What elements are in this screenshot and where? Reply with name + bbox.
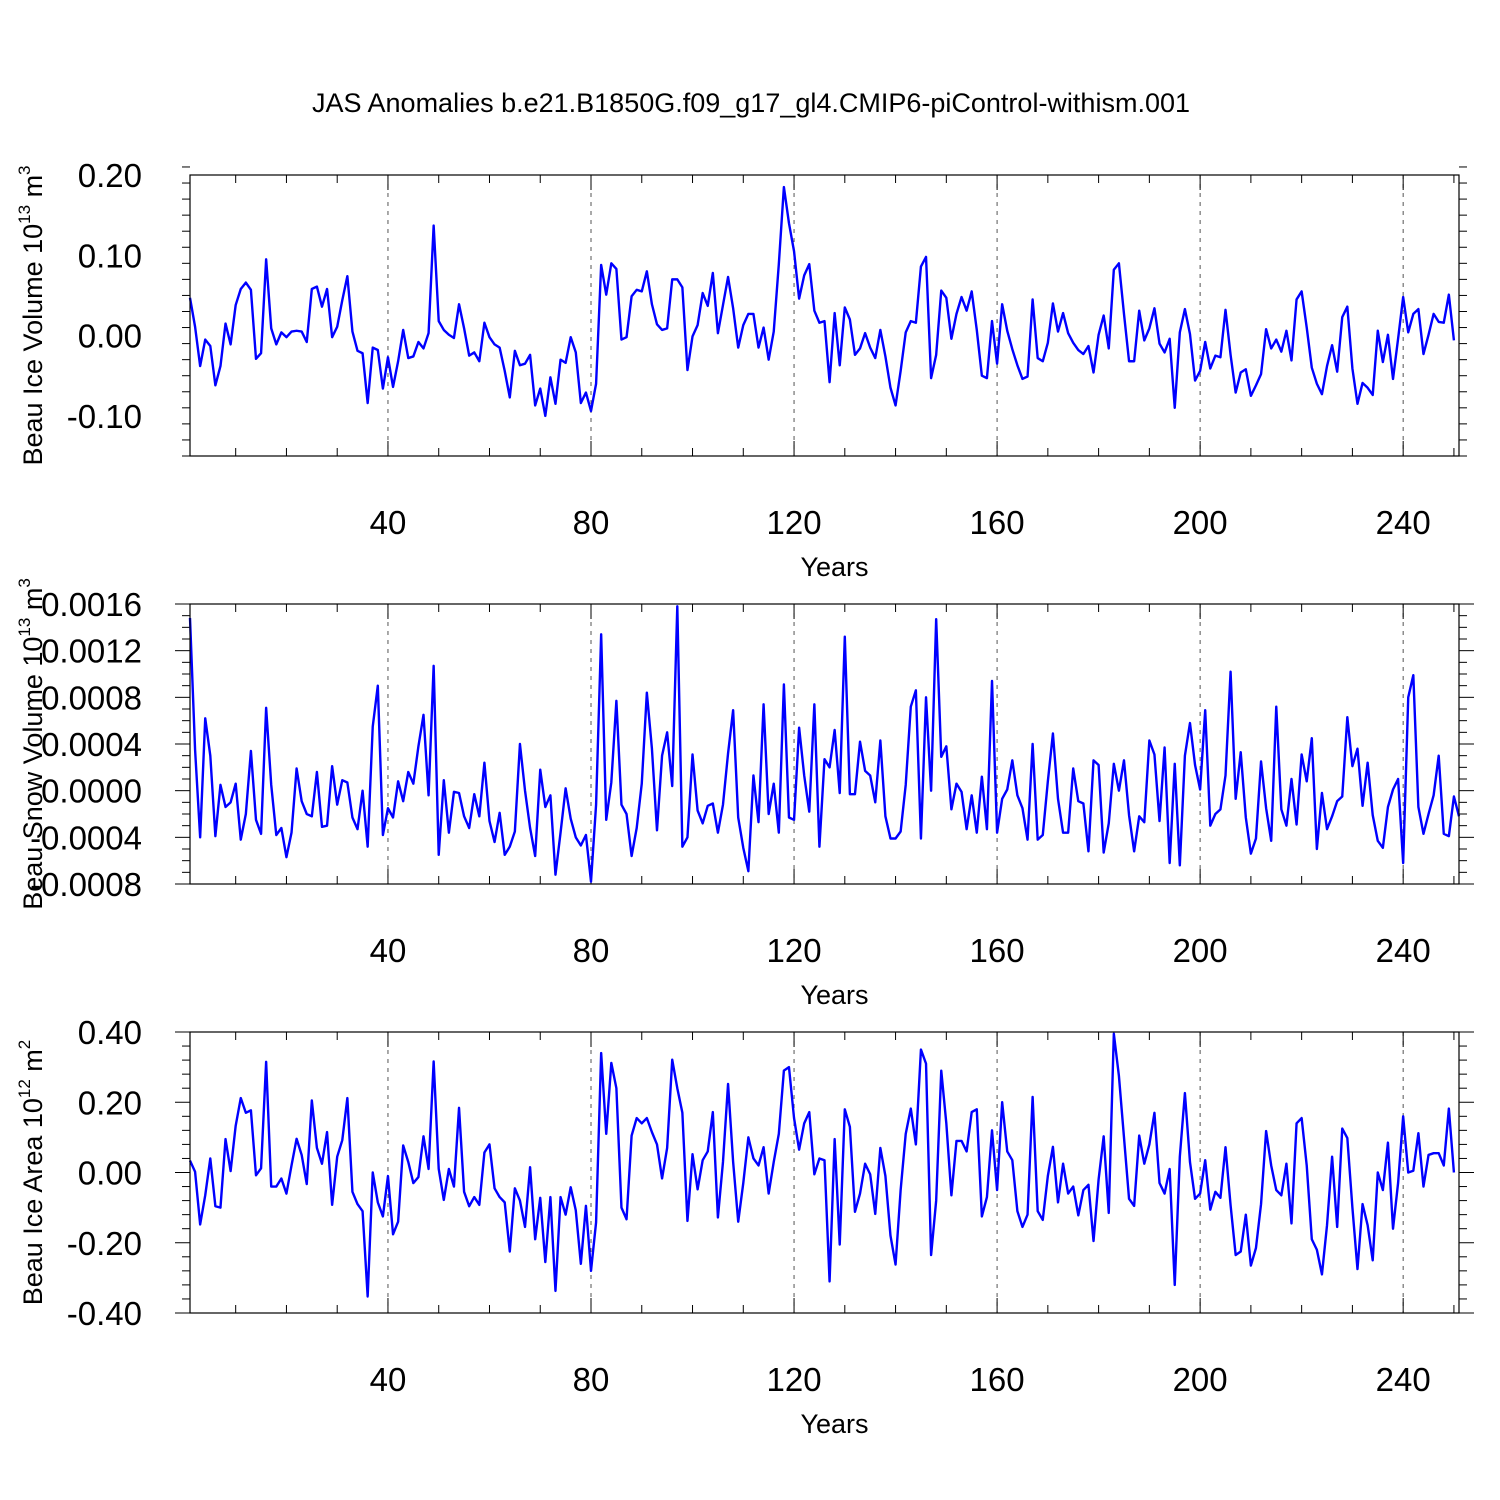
x-tick-label: 160 (970, 1361, 1025, 1398)
y-axis-label-unit: m (18, 1049, 48, 1079)
x-tick-label: 80 (573, 1361, 610, 1398)
x-tick-label: 200 (1173, 504, 1228, 541)
x-axis-label: Years (800, 1409, 868, 1439)
y-tick-label: 0.20 (78, 157, 142, 194)
panel-ice-volume: 40 80 120 160 200 240 -0.10 0.00 0.10 0.20 Years Be… (15, 157, 1467, 582)
y-tick-label: 0.00 (78, 318, 142, 355)
x-tick-label: 240 (1376, 504, 1431, 541)
x-tick-label: 200 (1173, 1361, 1228, 1398)
y-tick-label: -0.40 (67, 1295, 142, 1332)
x-axis-label: Years (800, 980, 868, 1010)
x-tick-label: 120 (767, 1361, 822, 1398)
x-tick-label: 120 (767, 504, 822, 541)
y-axis-label-exponent: 13 (15, 205, 34, 224)
x-tick-label: 40 (370, 932, 407, 969)
x-tick-label: 240 (1376, 932, 1431, 969)
y-tick-label: 0.40 (78, 1014, 142, 1051)
x-axis-label: Years (800, 552, 868, 582)
series-line (188, 185, 1456, 418)
plot-frame (189, 603, 1460, 885)
y-axis-label-exponent: 12 (15, 1079, 34, 1098)
y-axis-label-unit: m (18, 175, 48, 205)
y-axis-label-exponent: 13 (15, 618, 34, 637)
y-tick-label: -0.10 (67, 398, 142, 435)
y-axis-label-unit-exponent: 3 (15, 165, 34, 174)
figure-title: JAS Anomalies b.e21.B1850G.f09_g17_gl4.C… (312, 88, 1190, 118)
x-tick-label: 160 (970, 504, 1025, 541)
x-tick-label: 200 (1173, 932, 1228, 969)
x-tick-label: 240 (1376, 1361, 1431, 1398)
x-tick-label: 40 (370, 1361, 407, 1398)
plot-frame (189, 174, 1460, 457)
y-tick-label: -0.0004 (30, 819, 142, 856)
x-tick-label: 80 (573, 932, 610, 969)
x-tick-label: 40 (370, 504, 407, 541)
y-axis-label: Beau Ice Area 1012 m2 (15, 1040, 48, 1306)
y-tick-label: 0.00 (78, 1155, 142, 1192)
y-tick-label: -0.0008 (30, 866, 142, 903)
y-tick-label: 0.0000 (41, 773, 142, 810)
y-axis-label: Beau Snow Volume 1013 m3 (15, 578, 48, 910)
series-line (188, 605, 1461, 883)
y-tick-label: 0.0004 (41, 726, 142, 763)
panel-ice-area: 40 80 120 160 200 240 -0.40 -0.20 0.00 0.20 0.40 Ye… (15, 1014, 1474, 1439)
y-axis-label-text: Beau Ice Volume 10 (18, 224, 48, 466)
y-axis-label-unit-exponent: 2 (15, 1040, 34, 1049)
y-tick-label: 0.10 (78, 237, 142, 274)
panel-snow-volume: 40 80 120 160 200 240 -0.0008 -0.0004 0.0000 0.00… (15, 578, 1474, 1010)
y-tick-label: 0.20 (78, 1084, 142, 1121)
y-axis-label-unit: m (18, 588, 48, 618)
y-tick-label: 0.0008 (41, 679, 142, 716)
y-tick-label: 0.0012 (41, 633, 142, 670)
series-line (188, 1032, 1456, 1298)
y-axis-label-text: Beau Snow Volume 10 (18, 637, 48, 910)
y-axis-label-unit-exponent: 3 (15, 578, 34, 587)
y-tick-label: -0.20 (67, 1225, 142, 1262)
x-tick-label: 160 (970, 932, 1025, 969)
plot-frame (189, 1031, 1460, 1314)
x-tick-label: 80 (573, 504, 610, 541)
y-axis-label: Beau Ice Volume 1013 m3 (15, 165, 48, 465)
y-tick-label: 0.0016 (41, 586, 142, 623)
x-tick-label: 120 (767, 932, 822, 969)
y-axis-label-text: Beau Ice Area 10 (18, 1098, 48, 1305)
